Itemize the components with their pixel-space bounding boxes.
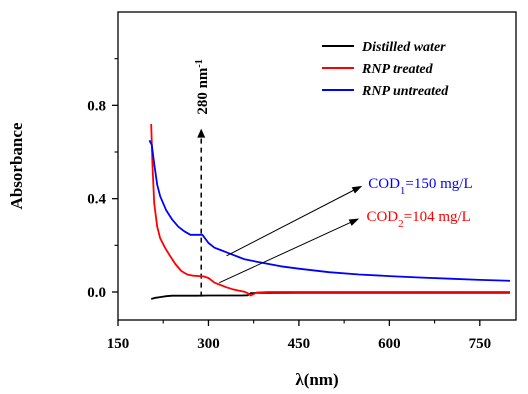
marker-label-superscript: -1	[194, 59, 205, 67]
series-layer	[148, 123, 511, 300]
x-tick-label: 750	[469, 336, 492, 352]
y-tick-label: 0.4	[87, 192, 106, 208]
cod2-label: COD2=104 mg/L	[366, 209, 470, 230]
series-line-rnp-treated	[150, 123, 510, 297]
y-axis-title: Absorbance	[7, 122, 26, 209]
y-tick-label: 0.0	[87, 285, 106, 301]
x-axis-title: λ(nm)	[295, 370, 338, 389]
cod2-arrowhead	[348, 218, 360, 226]
cod2-prefix: COD	[366, 209, 398, 225]
cod2-suffix: =104 mg/L	[404, 209, 471, 225]
series-line-rnp-untreated	[148, 139, 511, 282]
marker-label-main: 280 nm	[195, 67, 211, 115]
legend-label-rnp-treated: RNP treated	[361, 62, 434, 77]
marker-arrowhead	[197, 128, 206, 138]
cod1-arrowhead	[351, 185, 363, 194]
cod2-subscript: 2	[398, 218, 404, 230]
cod-annotations: COD1=150 mg/L COD2=104 mg/L	[219, 176, 473, 284]
x-tick-label: 450	[288, 336, 311, 352]
marker-label-280nm: 280 nm-1	[194, 59, 212, 114]
cod1-prefix: COD	[368, 176, 400, 192]
cod1-suffix: =150 mg/L	[405, 176, 472, 192]
x-tick-label: 600	[378, 336, 401, 352]
cod2-arrow	[219, 221, 353, 284]
marker-layer: 280 nm-1	[194, 59, 212, 297]
plot-frame	[117, 11, 517, 321]
legend: Distilled water RNP treated RNP untreated	[322, 40, 449, 99]
x-tick-label: 150	[107, 336, 130, 352]
y-tick-label: 0.8	[87, 98, 106, 114]
series-line-distilled-water	[150, 291, 510, 300]
cod1-arrow	[226, 189, 356, 257]
ticks-layer: 150 300 450 600 750 0.0 0.4 0.8	[87, 58, 492, 352]
cod1-subscript: 1	[400, 185, 406, 197]
cod1-label: COD1=150 mg/L	[368, 176, 472, 197]
legend-label-rnp-untreated: RNP untreated	[361, 84, 449, 99]
x-tick-label: 300	[197, 336, 220, 352]
legend-label-distilled-water: Distilled water	[361, 40, 446, 55]
